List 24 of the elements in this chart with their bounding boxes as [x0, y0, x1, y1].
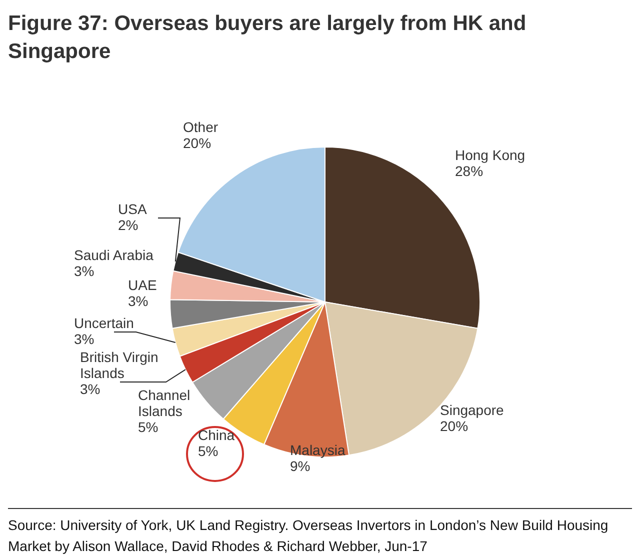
slice-label: Uncertain — [74, 315, 134, 331]
slice-label: British Virgin Islands — [80, 349, 158, 381]
data-label: 20% — [440, 418, 468, 434]
data-label: 3% — [74, 331, 94, 347]
slice-label: Malaysia — [290, 442, 346, 458]
data-label: 3% — [128, 293, 148, 309]
data-label: 20% — [183, 135, 212, 151]
slice-label: Channel Islands — [138, 387, 190, 419]
slice-label: Singapore — [440, 402, 504, 418]
source-note: Source: University of York, UK Land Registry. Overseas Invertors in London’s New Build Housing Market by Alison Wallace, David Rhodes & Richard Webber, Jun-17 — [8, 516, 610, 556]
data-label: 5% — [138, 419, 158, 435]
chart-title: Figure 37: Overseas buyers are largely from HK and Singapore — [8, 11, 528, 65]
slice-label: Other — [183, 119, 218, 135]
slice-label: China — [198, 427, 235, 443]
data-label: 3% — [80, 381, 100, 397]
data-label: 9% — [290, 458, 310, 474]
slice-label: Hong Kong — [455, 147, 526, 163]
data-label: 28% — [455, 163, 484, 179]
data-label: 5% — [198, 443, 218, 459]
slice-label: UAE — [128, 277, 157, 293]
data-label: 2% — [118, 217, 138, 233]
slice-label: Saudi Arabia — [74, 247, 154, 263]
data-label: 3% — [74, 263, 94, 279]
slice-label: USA — [118, 201, 148, 217]
